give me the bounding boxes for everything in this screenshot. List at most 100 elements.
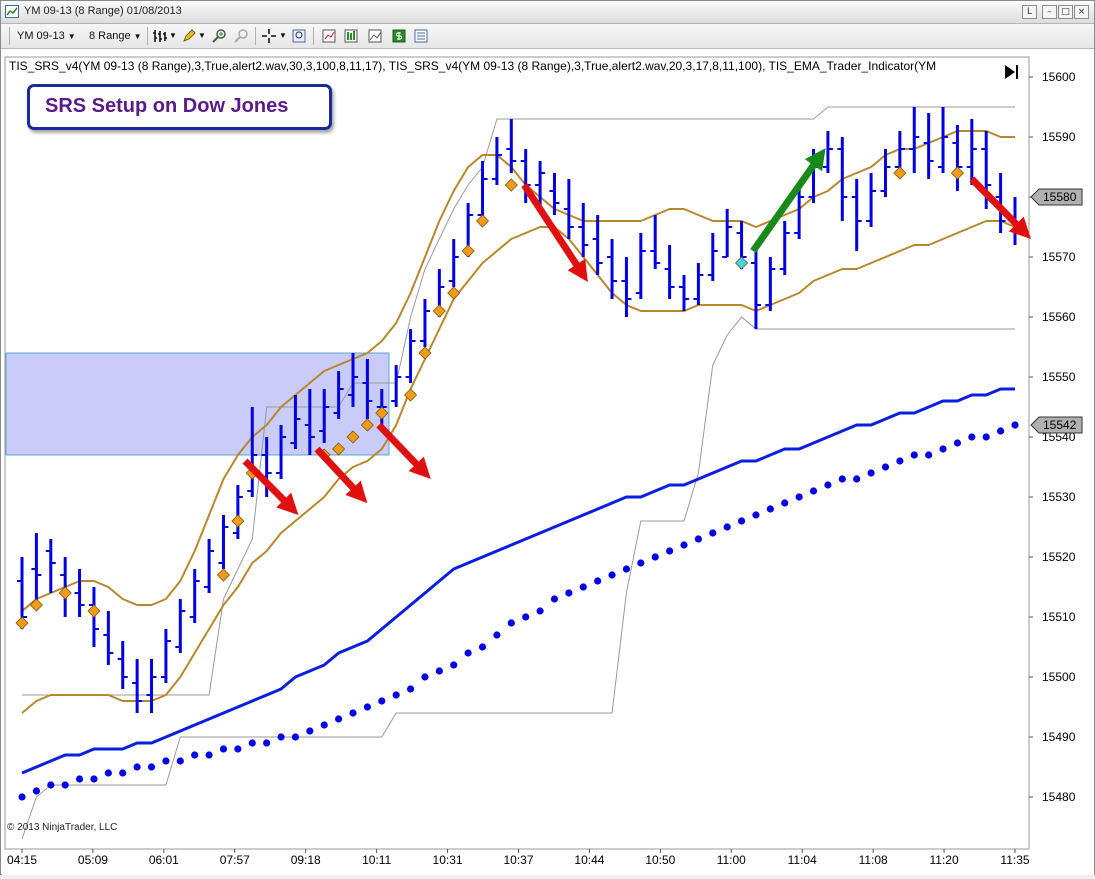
srs-diamond: [231, 514, 245, 528]
ohlc-bar: [909, 107, 920, 173]
ohlc-bar: [45, 539, 56, 593]
y-tick-label: 15480: [1042, 790, 1076, 804]
ema-dot: [896, 457, 904, 465]
x-tick-label: 11:04: [788, 853, 817, 867]
ema-dot: [522, 613, 530, 621]
minimize-button[interactable]: –: [1042, 5, 1057, 19]
ohlc-bar: [247, 407, 258, 497]
properties-icon[interactable]: [413, 28, 429, 44]
ema-dot: [608, 571, 616, 579]
ohlc-bar: [535, 161, 546, 209]
ema-dot: [637, 559, 645, 567]
ema-dot: [824, 481, 832, 489]
ema-dot: [363, 703, 371, 711]
close-button[interactable]: ×: [1074, 5, 1089, 19]
price-chart[interactable]: 1548015490155001551015520155301554015550…: [2, 49, 1094, 875]
zoom-out-icon[interactable]: [233, 28, 249, 44]
indicators-icon[interactable]: [321, 28, 337, 44]
x-tick-label: 07:57: [220, 853, 250, 867]
ohlc-bar: [794, 185, 805, 239]
maximize-button[interactable]: □: [1058, 5, 1073, 19]
ema-dot: [666, 547, 674, 555]
ema-dot: [881, 463, 890, 471]
ema-dot: [752, 511, 760, 519]
y-tick-label: 15590: [1042, 130, 1076, 144]
ema-dot: [464, 649, 472, 657]
short-arrow: [376, 422, 431, 480]
ema-dot: [651, 553, 659, 561]
dollar-icon[interactable]: [391, 28, 407, 44]
ohlc-bar: [175, 599, 186, 653]
ema-dot: [867, 469, 875, 477]
price-marker-label: 15542: [1043, 418, 1077, 432]
srs-diamond: [375, 406, 389, 420]
ohlc-bar: [276, 425, 287, 479]
ohlc-bar: [419, 299, 430, 347]
y-tick-label: 15600: [1042, 70, 1076, 84]
toolbar-separator: [147, 27, 148, 45]
ema-dot: [594, 577, 602, 585]
channel-top-line: [22, 106, 1015, 696]
scroll-to-end-icon: [1005, 65, 1015, 79]
srs-diamond: [418, 346, 432, 360]
ohlc-bar: [880, 149, 891, 197]
y-tick-label: 15550: [1042, 370, 1076, 384]
ohlc-bar: [103, 611, 114, 665]
strategies-icon[interactable]: [343, 28, 359, 44]
ohlc-bar: [132, 659, 143, 713]
ema-dot: [1011, 421, 1019, 429]
price-marker-flag: [1030, 188, 1083, 206]
ohlc-bar: [160, 629, 171, 683]
ema-dot: [766, 505, 774, 513]
ohlc-bar: [938, 107, 949, 173]
ohlc-bar: [117, 641, 128, 689]
chart-toolbar: YM 09-13 ▼ 8 Range ▼ ▼ ▼ ▼: [1, 24, 1094, 49]
ohlc-bar: [31, 533, 42, 605]
ema-dot: [61, 781, 69, 789]
price-marker: 15542: [1030, 416, 1083, 434]
chevron-down-icon[interactable]: ▼: [169, 31, 177, 40]
chevron-down-icon[interactable]: ▼: [279, 31, 287, 40]
ema-dot: [809, 487, 818, 495]
ema-dot: [781, 499, 789, 507]
indicator-description: TIS_SRS_v4(YM 09-13 (8 Range),3,True,ale…: [9, 59, 937, 73]
period-selector[interactable]: 8 Range ▼: [89, 28, 142, 44]
chart-area[interactable]: 15480 15490 15500 15510 15520 15530 15540 15550…: [2, 49, 1094, 875]
ohlc-bar: [851, 179, 862, 251]
price-marker: 15580: [1030, 188, 1083, 206]
zoom-in-icon[interactable]: [211, 28, 227, 44]
chevron-down-icon[interactable]: ▼: [198, 31, 206, 40]
ohlc-bar: [952, 125, 963, 191]
ohlc-bar: [765, 257, 776, 311]
crosshair-icon[interactable]: [261, 28, 277, 44]
pencil-icon[interactable]: [181, 28, 197, 44]
ema-dot: [939, 445, 947, 453]
price-marker-flag: [1030, 416, 1083, 434]
data-box-icon[interactable]: [291, 28, 307, 44]
ohlc-bar: [664, 245, 675, 299]
srs-diamond: [447, 286, 461, 300]
title-bar[interactable]: YM 09-13 (8 Range) 01/08/2013 L – □ ×: [1, 1, 1094, 24]
ohlc-bar: [607, 239, 618, 299]
ohlc-bar: [477, 161, 488, 221]
ema-dot: [507, 619, 515, 627]
ohlc-bar: [333, 371, 344, 419]
lock-button[interactable]: L: [1022, 5, 1037, 19]
x-tick-label: 11:08: [859, 853, 888, 867]
ema-dot: [349, 709, 357, 717]
copyright-notice: © 2013 NinjaTrader, LLC: [7, 822, 118, 833]
srs-diamond: [360, 418, 374, 432]
instrument-selector[interactable]: YM 09-13 ▼: [17, 28, 76, 44]
lower-envelope-line: [21, 220, 1016, 714]
line-chart-icon[interactable]: [367, 28, 383, 44]
y-tick-label: 15510: [1042, 610, 1076, 624]
chart-app-icon: [5, 5, 19, 18]
ohlc-bar: [621, 257, 632, 317]
bar-type-icon[interactable]: [152, 28, 168, 44]
ohlc-bar: [74, 569, 85, 617]
ohlc-bar: [506, 119, 517, 173]
ema-dot: [378, 697, 386, 705]
ema-dot: [622, 565, 631, 573]
ema-dot: [18, 793, 26, 801]
ema-dot: [536, 607, 544, 615]
